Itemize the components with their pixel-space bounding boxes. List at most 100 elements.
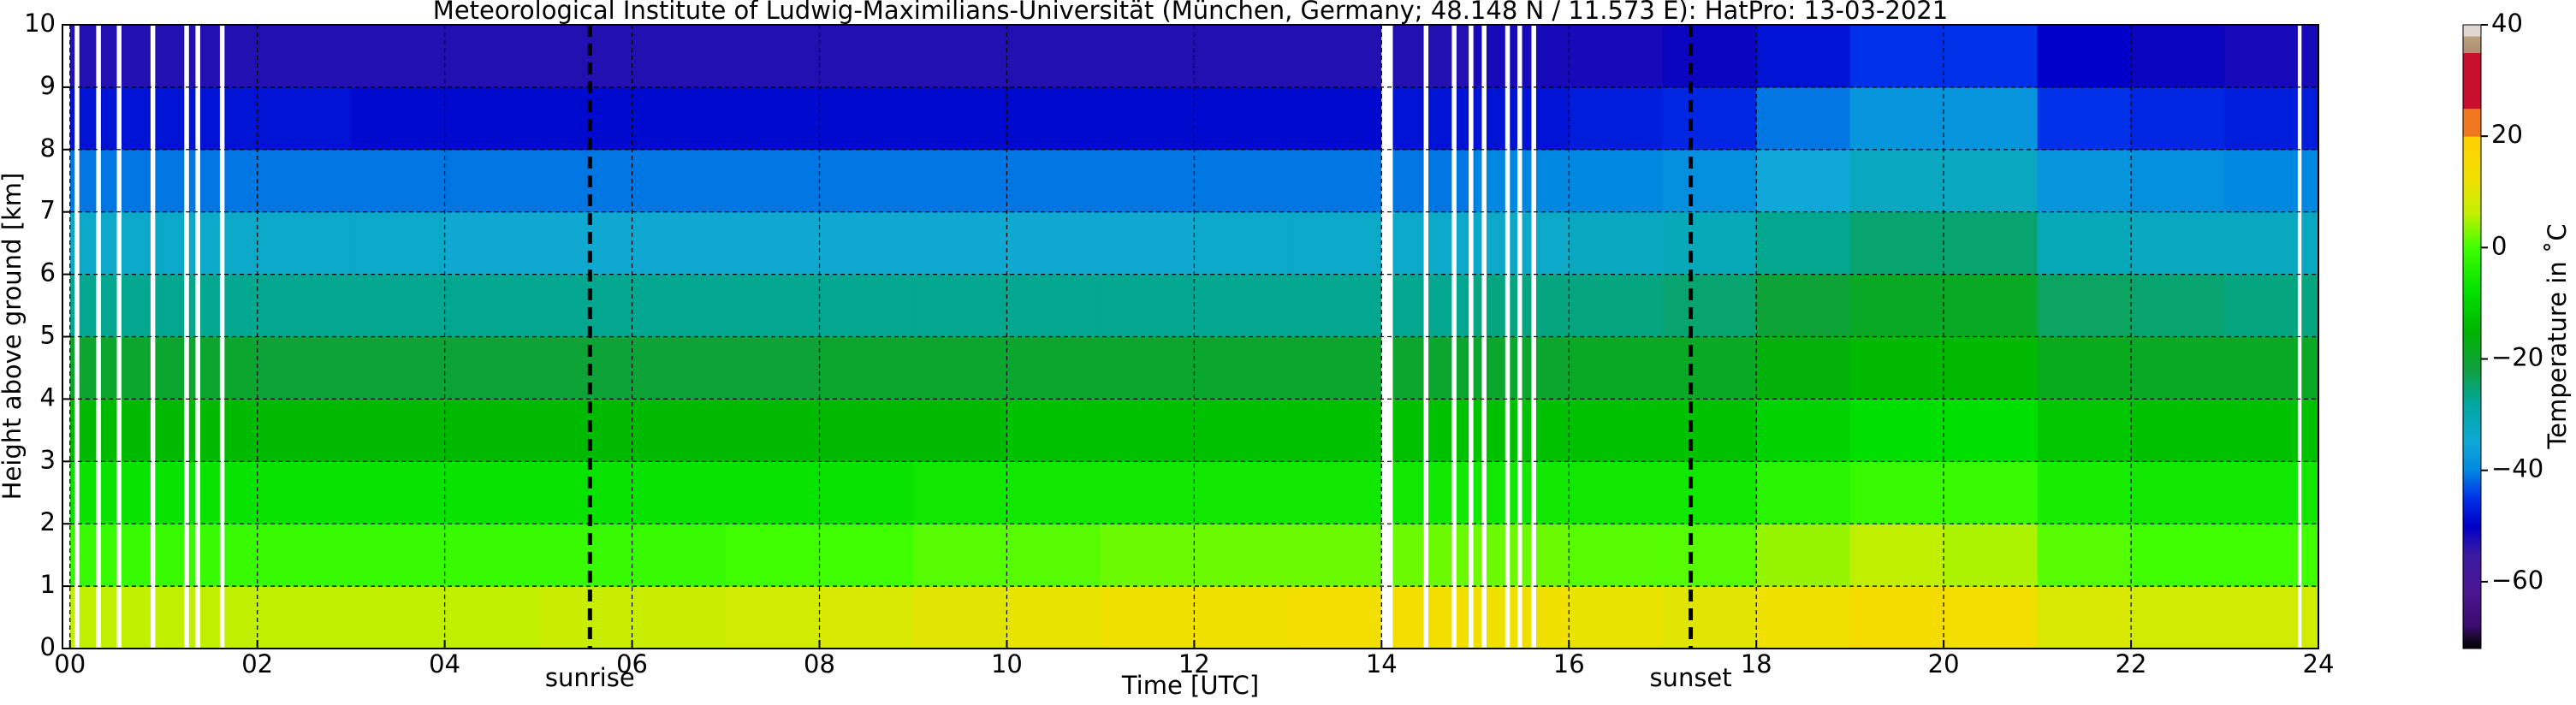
heatmap-cell	[538, 461, 633, 524]
heatmap-cell	[912, 274, 1007, 337]
heatmap-cell	[2037, 336, 2132, 400]
heatmap-cell	[163, 399, 258, 462]
heatmap-cell	[444, 25, 539, 88]
heatmap-cell	[2224, 149, 2319, 213]
heatmap-cell	[444, 461, 539, 524]
heatmap-cell	[1100, 399, 1195, 462]
heatmap-cell	[726, 586, 821, 649]
heatmap-cell	[1849, 149, 1944, 213]
heatmap-cell	[912, 211, 1007, 275]
heatmap-cell	[912, 586, 1007, 649]
colorbar-tick-label: 20	[2491, 120, 2523, 149]
heatmap-cell	[1944, 336, 2039, 400]
heatmap-cell	[444, 149, 539, 213]
heatmap-cell	[163, 211, 258, 275]
colorbar-segment	[2463, 36, 2481, 54]
heatmap-cell	[1475, 586, 1570, 649]
heatmap-cell	[538, 211, 633, 275]
heatmap-cell	[2224, 86, 2319, 151]
x-axis-label: Time [UTC]	[1121, 671, 1259, 700]
heatmap-cell	[1194, 211, 1289, 275]
x-tick-label: 10	[991, 649, 1023, 678]
heatmap-cell	[819, 86, 914, 151]
heatmap-cell	[1381, 86, 1476, 151]
heatmap-cell	[1849, 399, 1944, 462]
heatmap-cell	[2037, 274, 2132, 337]
colorbar-segment	[2463, 498, 2481, 527]
heatmap-cell	[1849, 274, 1944, 337]
heatmap-cell	[912, 25, 1007, 88]
colorbar-segment	[2463, 625, 2481, 638]
heatmap-cell	[912, 461, 1007, 524]
heatmap-cell	[632, 336, 727, 400]
x-tick-label: 22	[2116, 649, 2147, 678]
heatmap-cell	[444, 211, 539, 275]
heatmap-cell	[819, 336, 914, 400]
heatmap-cell	[1006, 211, 1101, 275]
x-tick-label: 06	[616, 649, 648, 678]
chart-title: Meteorological Institute of Ludwig-Maxim…	[433, 0, 1948, 25]
heatmap-cell	[2224, 461, 2319, 524]
y-tick-label: 6	[40, 258, 56, 287]
heatmap-cell	[1756, 336, 1851, 400]
heatmap-cell	[819, 586, 914, 649]
colorbar-segment	[2463, 136, 2481, 181]
heatmap-cell	[444, 336, 539, 400]
y-tick-label: 2	[40, 507, 56, 536]
heatmap-cell	[351, 149, 446, 213]
heatmap-cell	[2131, 25, 2226, 88]
heatmap-cell	[444, 399, 539, 462]
x-tick-label: 16	[1553, 649, 1585, 678]
heatmap-cell	[726, 211, 821, 275]
heatmap-cell	[1849, 211, 1944, 275]
heatmap-cell	[1756, 149, 1851, 213]
heatmap-cell	[726, 399, 821, 462]
heatmap-cell	[1944, 86, 2039, 151]
colorbar-segment	[2463, 403, 2481, 443]
heatmap-cell	[1287, 25, 1382, 88]
heatmap-cell	[1100, 25, 1195, 88]
heatmap-cell	[2224, 586, 2319, 649]
heatmap-cell	[1287, 274, 1382, 337]
heatmap-cell	[1849, 86, 1944, 151]
heatmap-cell	[1006, 86, 1101, 151]
heatmap-cell	[1849, 336, 1944, 400]
y-tick-label: 0	[40, 632, 56, 661]
heatmap-cell	[1944, 149, 2039, 213]
heatmap-cell	[351, 336, 446, 400]
heatmap-cell	[1194, 25, 1289, 88]
heatmap-cell	[163, 274, 258, 337]
x-tick-label: 24	[2303, 649, 2335, 678]
heatmap-cell	[1756, 461, 1851, 524]
colorbar-tick-label: 40	[2491, 9, 2523, 38]
heatmap-cell	[1194, 586, 1289, 649]
heatmap-cell	[632, 211, 727, 275]
heatmap-cell	[257, 461, 352, 524]
heatmap-cell	[1849, 461, 1944, 524]
heatmap-cell	[1944, 586, 2039, 649]
plot-frame	[62, 24, 2319, 649]
heatmap-cell	[1381, 149, 1476, 213]
heatmap-cell	[1006, 461, 1101, 524]
heatmap-cell	[1381, 274, 1476, 337]
data-gap	[74, 25, 80, 649]
heatmap-cell	[912, 336, 1007, 400]
heatmap-cell	[1569, 25, 1664, 88]
heatmap-cell	[1569, 461, 1664, 524]
heatmap-cell	[1006, 399, 1101, 462]
heatmap-cell	[2131, 524, 2226, 587]
heatmap-cell	[726, 336, 821, 400]
heatmap-cell	[257, 274, 352, 337]
heatmap-cell	[257, 25, 352, 88]
heatmap-cell	[1944, 274, 2039, 337]
y-tick-label: 3	[40, 445, 56, 474]
heatmap-cell	[1100, 336, 1195, 400]
heatmap-cell	[257, 336, 352, 400]
heatmap-cell	[1662, 336, 1757, 400]
heatmap-cell	[444, 274, 539, 337]
heatmap-cell	[2224, 336, 2319, 400]
heatmap-cell	[1194, 524, 1289, 587]
heatmap-cell	[819, 25, 914, 88]
y-tick-label: 7	[40, 196, 56, 225]
heatmap-cell	[1287, 461, 1382, 524]
